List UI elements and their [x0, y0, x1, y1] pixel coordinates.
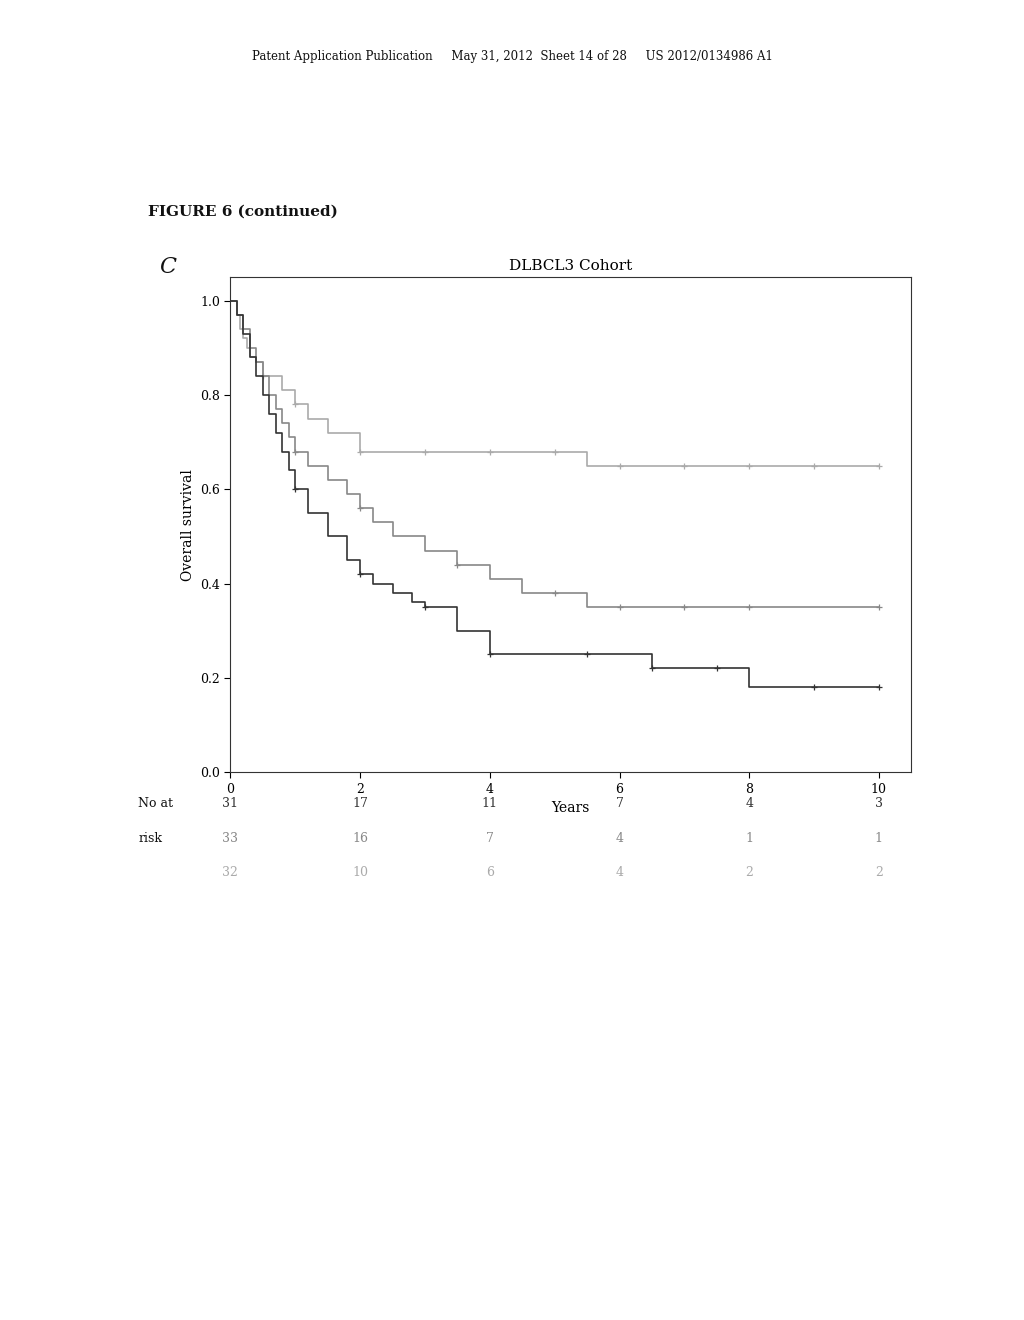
- Text: 4: 4: [615, 866, 624, 879]
- Text: 3: 3: [874, 797, 883, 810]
- Text: 10: 10: [352, 866, 368, 879]
- Text: 16: 16: [352, 832, 368, 845]
- Text: 1: 1: [874, 832, 883, 845]
- Text: 2: 2: [874, 866, 883, 879]
- Text: risk: risk: [138, 832, 162, 845]
- Text: 1: 1: [745, 832, 754, 845]
- Text: C: C: [159, 256, 176, 279]
- Text: 11: 11: [482, 797, 498, 810]
- Text: FIGURE 6 (continued): FIGURE 6 (continued): [148, 205, 338, 219]
- Text: No at: No at: [138, 797, 173, 810]
- Text: 4: 4: [615, 832, 624, 845]
- Text: Patent Application Publication     May 31, 2012  Sheet 14 of 28     US 2012/0134: Patent Application Publication May 31, 2…: [252, 50, 772, 63]
- Title: DLBCL3 Cohort: DLBCL3 Cohort: [509, 259, 633, 273]
- Text: 6: 6: [485, 866, 494, 879]
- Y-axis label: Overall survival: Overall survival: [180, 469, 195, 581]
- Text: 32: 32: [222, 866, 239, 879]
- Text: 4: 4: [745, 797, 754, 810]
- Text: 31: 31: [222, 797, 239, 810]
- Text: 33: 33: [222, 832, 239, 845]
- Text: 7: 7: [485, 832, 494, 845]
- X-axis label: Years: Years: [552, 801, 590, 816]
- Text: 17: 17: [352, 797, 368, 810]
- Text: 7: 7: [615, 797, 624, 810]
- Text: 2: 2: [745, 866, 754, 879]
